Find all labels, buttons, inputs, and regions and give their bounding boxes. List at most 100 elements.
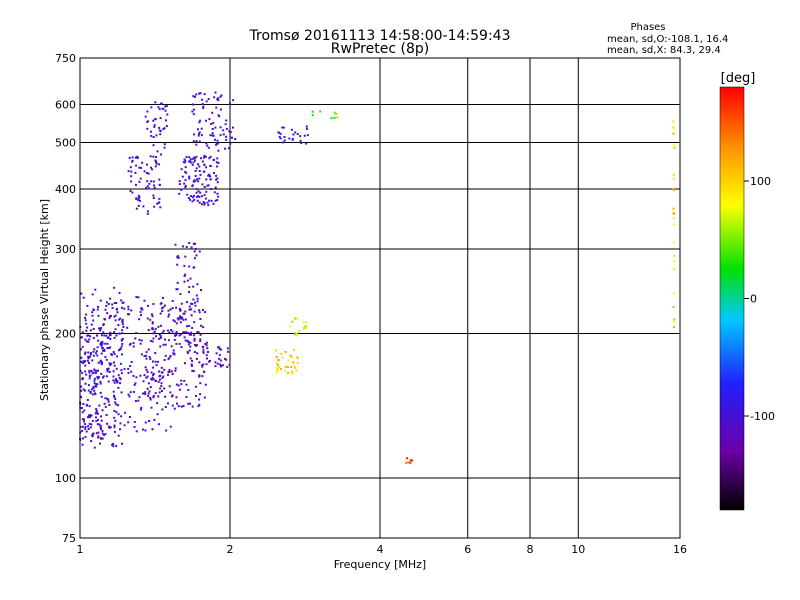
data-point	[104, 355, 107, 358]
data-point	[121, 329, 124, 332]
data-point	[109, 426, 112, 429]
data-point	[151, 327, 154, 329]
data-point	[152, 303, 155, 305]
data-point	[92, 354, 95, 357]
data-point	[198, 140, 201, 143]
data-point	[189, 198, 191, 201]
data-point	[82, 360, 85, 363]
data-point	[198, 177, 201, 180]
data-point	[186, 325, 188, 328]
data-point	[157, 325, 160, 328]
data-point	[147, 348, 150, 351]
data-point	[203, 93, 206, 96]
data-point	[160, 102, 163, 105]
data-point	[108, 403, 111, 406]
data-point	[114, 314, 117, 317]
data-point	[193, 257, 196, 260]
data-point	[198, 92, 201, 95]
colorbar-label: [deg]	[721, 71, 756, 86]
data-point	[116, 307, 118, 310]
data-point	[132, 390, 135, 393]
data-point	[138, 396, 141, 399]
data-point	[277, 131, 280, 134]
data-point	[120, 415, 123, 418]
data-point	[95, 350, 98, 353]
data-point	[184, 166, 187, 169]
data-point	[119, 422, 122, 425]
colorbar-tick-label: 0	[750, 293, 757, 306]
data-point	[155, 160, 158, 163]
data-point	[191, 327, 194, 329]
data-point	[672, 177, 675, 180]
data-point	[188, 333, 191, 336]
data-point	[150, 134, 153, 137]
data-point	[121, 306, 123, 309]
data-point	[197, 134, 200, 137]
data-point	[151, 328, 154, 331]
data-point	[206, 201, 209, 204]
data-point	[191, 163, 194, 166]
data-point	[195, 155, 198, 158]
data-point	[178, 307, 181, 310]
data-point	[101, 432, 104, 435]
data-point	[163, 146, 166, 149]
data-point	[208, 157, 211, 160]
data-point	[114, 419, 117, 422]
data-point	[161, 331, 164, 334]
data-point	[199, 173, 202, 176]
data-point	[180, 317, 183, 320]
data-point	[129, 166, 132, 169]
data-point	[166, 329, 169, 332]
data-point	[205, 344, 208, 347]
data-point	[187, 402, 190, 405]
data-point	[79, 348, 82, 351]
data-point	[114, 398, 117, 401]
data-point	[203, 156, 205, 159]
data-point	[225, 358, 228, 361]
data-point	[160, 382, 163, 385]
data-point	[111, 307, 114, 309]
data-point	[170, 370, 173, 373]
data-point	[178, 334, 181, 337]
data-point	[152, 374, 155, 377]
data-point	[96, 346, 99, 349]
data-point	[191, 405, 194, 408]
data-point	[102, 375, 105, 378]
data-point	[156, 360, 159, 363]
data-point	[229, 102, 231, 105]
data-point	[81, 411, 84, 414]
data-point	[95, 432, 98, 435]
data-point	[87, 425, 90, 428]
data-point	[208, 174, 211, 177]
data-point	[282, 126, 285, 129]
data-point	[132, 342, 135, 345]
data-point	[106, 342, 109, 345]
data-point	[128, 156, 131, 159]
x-tick-label: 4	[377, 543, 384, 556]
data-point	[405, 461, 407, 464]
data-point	[112, 379, 115, 382]
data-point	[112, 445, 115, 448]
data-point	[140, 307, 143, 310]
data-point	[137, 296, 140, 299]
data-point	[205, 119, 207, 122]
data-point	[92, 328, 95, 330]
data-point	[100, 327, 103, 329]
data-point	[183, 264, 186, 267]
data-point	[146, 371, 149, 374]
data-point	[84, 351, 87, 354]
data-point	[224, 147, 226, 150]
data-point	[114, 319, 117, 322]
data-point	[180, 168, 183, 171]
data-point	[135, 207, 138, 210]
data-point	[192, 298, 195, 301]
data-point	[218, 354, 221, 356]
data-point	[143, 355, 146, 358]
data-point	[305, 127, 308, 130]
data-point	[219, 108, 222, 111]
data-point	[91, 419, 94, 422]
data-point	[216, 165, 219, 168]
data-point	[150, 378, 153, 380]
data-point	[81, 331, 84, 334]
data-point	[121, 343, 124, 345]
